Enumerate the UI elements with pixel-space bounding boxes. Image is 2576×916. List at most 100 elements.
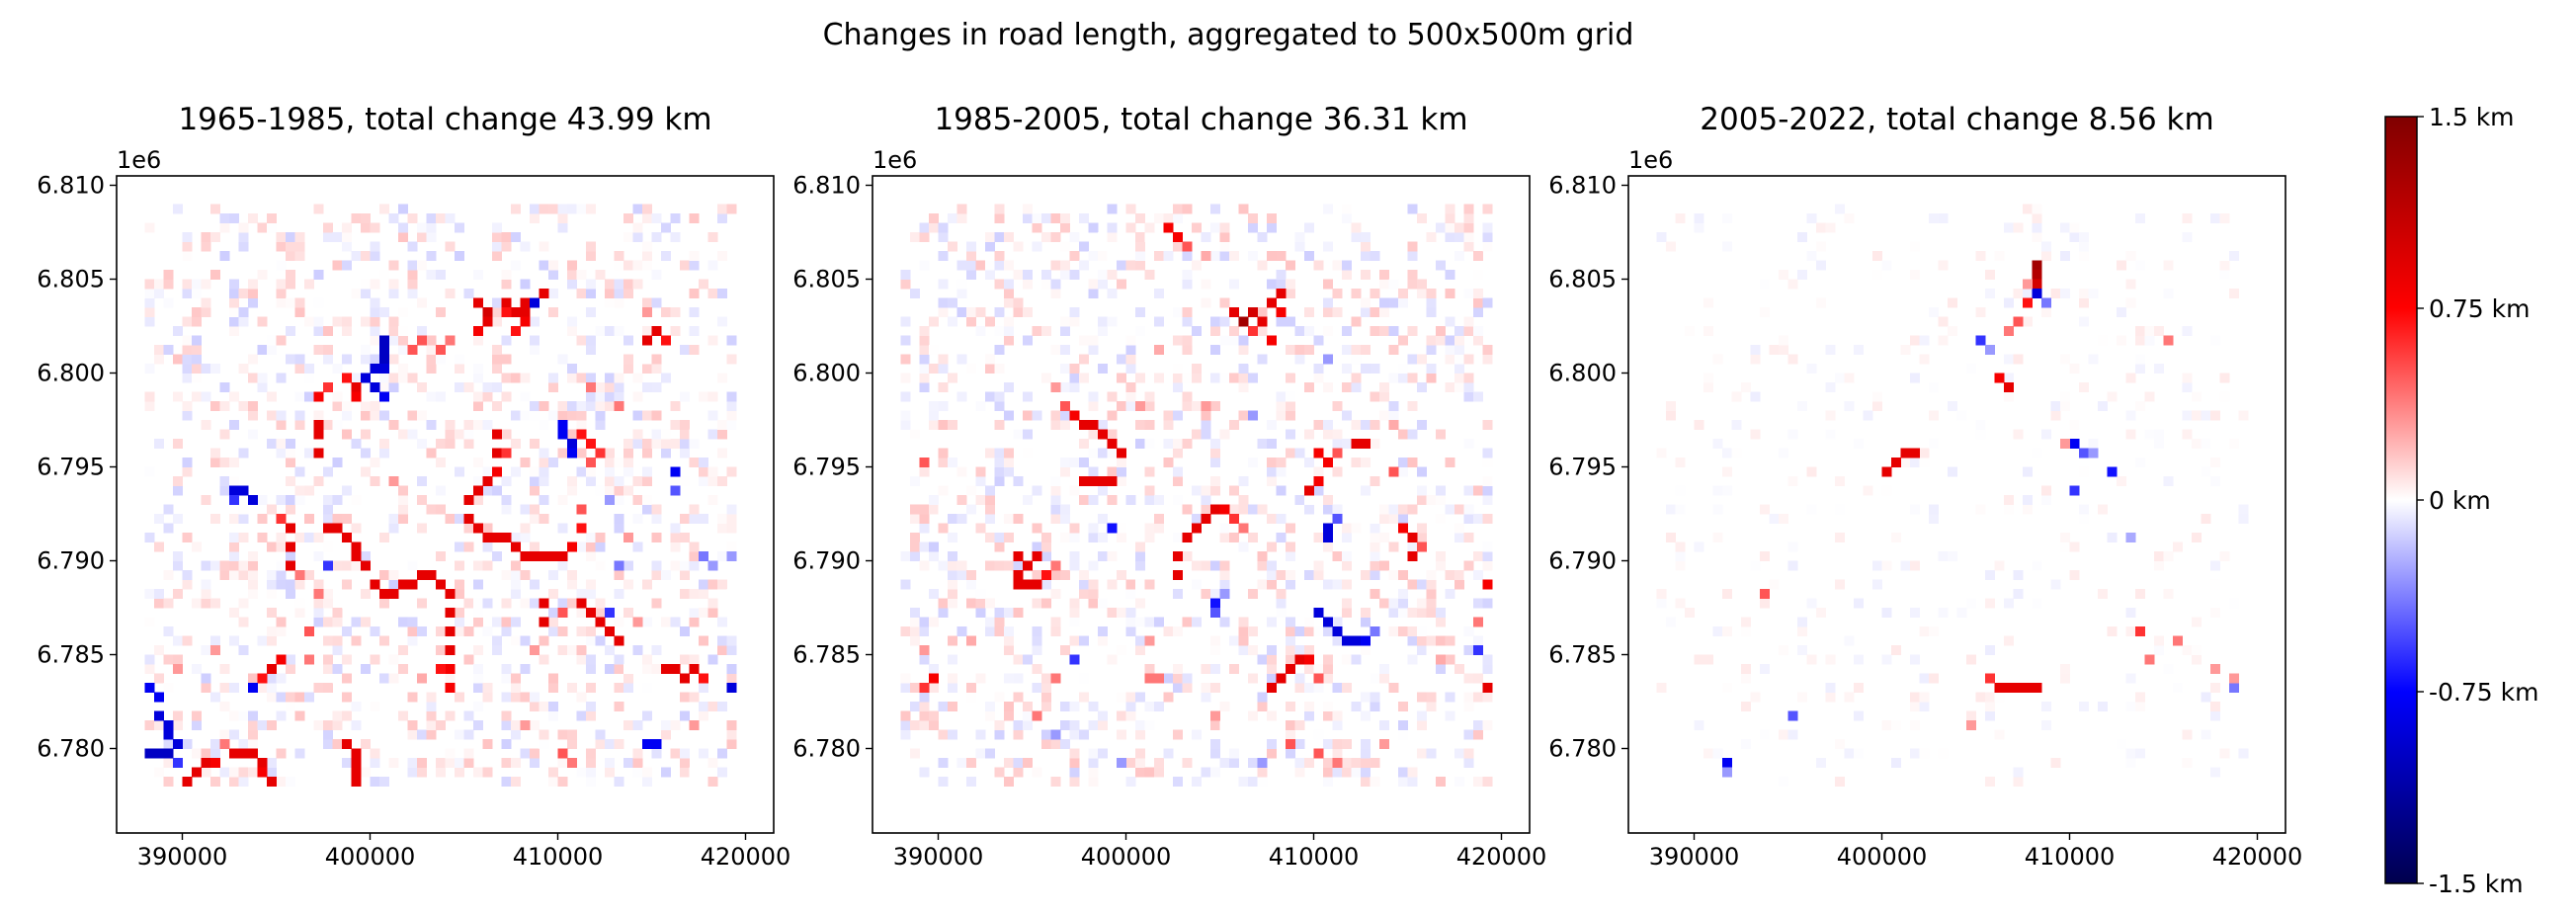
heatmap-cell-faint — [1332, 767, 1343, 778]
heatmap-cell-faint — [248, 720, 258, 730]
heatmap-cell-faint — [1379, 297, 1389, 308]
heatmap-cell — [520, 551, 531, 561]
heatmap-cell-faint — [1135, 635, 1145, 646]
heatmap-cell-faint — [1135, 560, 1145, 571]
heatmap-cell-faint — [1219, 232, 1230, 242]
heatmap-cell-faint — [632, 645, 643, 655]
heatmap-cell-faint — [680, 345, 690, 355]
heatmap-cell-faint — [1041, 541, 1051, 552]
heatmap-cell-faint — [455, 251, 464, 261]
heatmap-cell-faint — [557, 448, 568, 458]
heatmap-cell-faint — [1004, 466, 1014, 477]
heatmap-cell — [1107, 439, 1118, 449]
heatmap-cell-faint — [1332, 635, 1343, 646]
heatmap-cell-faint — [1948, 551, 1957, 561]
heatmap-cell-faint — [445, 213, 456, 223]
heatmap-cell-faint — [1388, 683, 1399, 693]
heatmap-cell-faint — [642, 410, 652, 421]
heatmap-cell-faint — [1173, 495, 1183, 505]
heatmap-cell-faint — [1342, 551, 1352, 561]
heatmap-cell-faint — [238, 570, 249, 580]
panel-frame — [116, 175, 775, 834]
heatmap-cell-faint — [229, 777, 239, 787]
heatmap-cell-faint — [632, 410, 643, 421]
heatmap-cell-faint — [276, 448, 287, 458]
heatmap-cell-faint — [1426, 692, 1437, 703]
heatmap-cell-faint — [1313, 533, 1324, 542]
heatmap-cell-faint — [586, 767, 596, 778]
heatmap-cell-faint — [1125, 589, 1136, 599]
heatmap-cell — [351, 777, 362, 787]
heatmap-cell-faint — [1173, 204, 1183, 214]
heatmap-cell-faint — [680, 514, 690, 524]
heatmap-cell-faint — [501, 739, 512, 749]
heatmap-cell-faint — [1929, 213, 1939, 223]
heatmap-cell-faint — [323, 683, 333, 693]
heatmap-cell-faint — [436, 458, 446, 467]
heatmap-cell-faint — [219, 222, 230, 233]
heatmap-cell-faint — [680, 692, 690, 703]
heatmap-cell-faint — [717, 316, 727, 327]
heatmap-cell-faint — [229, 297, 239, 308]
heatmap-cell-faint — [1388, 514, 1399, 524]
heatmap-cell — [623, 533, 633, 542]
heatmap-cell-faint — [586, 345, 596, 355]
heatmap-cell — [248, 748, 258, 759]
heatmap-cell-faint — [1787, 429, 1798, 440]
heatmap-cell-faint — [1144, 495, 1155, 505]
heatmap-cell-faint — [1192, 729, 1202, 740]
heatmap-cell-faint — [1910, 335, 1920, 346]
heatmap-cell-faint — [473, 645, 483, 655]
heatmap-cell — [501, 307, 512, 317]
heatmap-cell-faint — [985, 354, 995, 365]
heatmap-cell-faint — [210, 270, 220, 280]
heatmap-cell-faint — [2182, 439, 2193, 449]
heatmap-cell-faint — [294, 364, 305, 374]
heatmap-cell-faint — [1975, 251, 1986, 261]
heatmap-cell-faint — [1257, 579, 1268, 590]
heatmap-cell-faint — [482, 692, 493, 703]
heatmap-cell-faint — [361, 589, 371, 599]
heatmap-cell-faint — [1210, 222, 1220, 233]
heatmap-cell-faint — [919, 466, 930, 477]
heatmap-cell-faint — [511, 579, 521, 590]
heatmap-cell-faint — [1192, 401, 1202, 411]
heatmap-cell-faint — [2060, 391, 2070, 402]
heatmap-cell-faint — [426, 345, 437, 355]
heatmap-cell-faint — [323, 664, 333, 674]
heatmap-cell-faint — [342, 514, 352, 524]
heatmap-cell — [294, 570, 305, 580]
heatmap-cell-faint — [1379, 560, 1389, 571]
heatmap-cell-faint — [388, 279, 399, 290]
heatmap-cell-faint — [1417, 485, 1427, 496]
heatmap-cell-faint — [229, 608, 239, 618]
heatmap-cell-faint — [1332, 739, 1343, 749]
heatmap-cell — [1482, 683, 1493, 693]
heatmap-cell-faint — [1436, 335, 1446, 346]
heatmap-cell-faint — [1023, 307, 1033, 317]
heatmap-cell-faint — [1023, 495, 1033, 505]
heatmap-cell-faint — [1816, 758, 1826, 768]
heatmap-cell-faint — [1004, 533, 1014, 542]
heatmap-cell-faint — [919, 222, 930, 233]
heatmap-cell-faint — [1004, 279, 1014, 290]
heatmap-cell-faint — [276, 241, 287, 252]
heatmap-cell — [238, 748, 249, 759]
heatmap-cell-faint — [1013, 654, 1024, 665]
heatmap-cell-faint — [332, 232, 343, 242]
heatmap-cell-faint — [1069, 364, 1080, 374]
heatmap-cell-faint — [144, 222, 155, 233]
heatmap-cell-faint — [1117, 354, 1126, 365]
heatmap-cell-faint — [576, 410, 587, 421]
heatmap-cell-faint — [1361, 777, 1371, 787]
heatmap-cell-faint — [248, 213, 258, 223]
heatmap-cell-faint — [511, 617, 521, 627]
heatmap-cell-faint — [238, 617, 249, 627]
heatmap-cell-faint — [1173, 589, 1183, 599]
heatmap-cell-faint — [1144, 420, 1155, 430]
heatmap-cell-faint — [1454, 232, 1464, 242]
heatmap-cell-faint — [332, 401, 343, 411]
heatmap-cell-faint — [1760, 551, 1770, 561]
heatmap-cell — [351, 541, 362, 552]
heatmap-cell-faint — [1332, 429, 1343, 440]
